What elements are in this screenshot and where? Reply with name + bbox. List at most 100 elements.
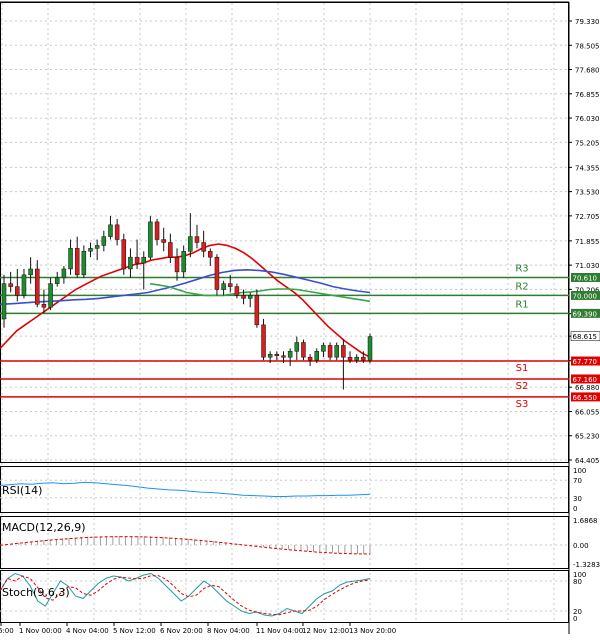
time-tick-label: 12 Nov 12:00 <box>302 627 349 635</box>
candle-body <box>274 354 280 356</box>
current-price-text: 68.615 <box>573 333 598 341</box>
time-tick-label: 1 Nov 00:00 <box>19 627 62 635</box>
price-tick-label: 74.355 <box>575 164 600 172</box>
price-tick-label: 71.855 <box>575 238 600 246</box>
panel-frame-1 <box>0 466 569 513</box>
candle-body <box>114 224 120 240</box>
level-tag-s2 <box>571 374 600 384</box>
stoch-tick-label: 80 <box>573 578 582 586</box>
candle-body <box>28 268 33 276</box>
level-tag-text: 69.390 <box>573 310 598 318</box>
candle-body <box>81 251 87 276</box>
time-tick-label: 13 Nov 20:00 <box>349 627 396 635</box>
level-name-s2: S2 <box>516 381 529 392</box>
support-resistance-levels <box>0 276 569 398</box>
level-name-s1: S1 <box>516 363 529 374</box>
candle-body <box>354 356 359 361</box>
candle-body <box>148 221 153 258</box>
price-tick-label: 77.680 <box>575 67 600 75</box>
candle-body <box>181 251 186 273</box>
time-tick-label: 6 Nov 20:00 <box>160 627 203 635</box>
candle-body <box>281 355 286 358</box>
candle-body <box>94 245 100 249</box>
candle-body <box>267 354 273 358</box>
time-tick-label: 6:00 <box>0 627 14 635</box>
candle-body <box>307 356 313 361</box>
candle-body <box>121 239 127 270</box>
macd-tick-label: 0.00 <box>573 542 589 550</box>
candle-body <box>134 256 140 264</box>
candle-body <box>194 236 200 243</box>
level-tag-text: 70.610 <box>573 274 598 282</box>
price-tick-label: 79.330 <box>575 18 600 26</box>
candle-body <box>314 351 320 361</box>
stoch-tick-label: 100 <box>573 571 586 579</box>
candle-body <box>221 283 226 290</box>
rsi-tick-label: 30 <box>573 495 582 503</box>
stoch-d-line <box>0 575 371 616</box>
ma-blue-line <box>0 268 371 306</box>
gridlines <box>0 3 569 622</box>
candle-body <box>367 336 373 361</box>
candle-body <box>101 236 107 246</box>
candle-body <box>61 268 67 279</box>
candle-body <box>15 286 20 296</box>
candle-body <box>214 256 220 290</box>
stoch-k-line <box>0 572 371 617</box>
level-tag-s3 <box>571 392 600 402</box>
level-labels: 70.610 R3 70.000 R2 69.390 R1 67.770 S1 67.160 S2… <box>515 263 600 410</box>
macd-tick-label: -1.3283 <box>573 561 600 569</box>
price-tick-label: 76.030 <box>575 115 600 123</box>
time-axis: 6:00 1 Nov 00:00 4 Nov 04:00 5 Nov 12:00 6 N… <box>0 622 396 635</box>
candle-body <box>88 248 93 252</box>
candle-body <box>327 345 333 358</box>
candle-body <box>68 248 73 270</box>
level-tag-r2 <box>571 290 600 300</box>
price-tick-label: 73.530 <box>575 189 600 197</box>
macd-tick-label: 1.6868 <box>573 517 598 525</box>
candle-body <box>141 256 146 264</box>
candle-body <box>74 248 80 276</box>
candle-body <box>128 256 133 270</box>
candlesticks <box>1 213 373 390</box>
price-tick-label: 78.505 <box>575 42 600 50</box>
candle-body <box>35 268 40 305</box>
price-tick-label: 66.880 <box>575 384 600 392</box>
candle-body <box>174 256 180 273</box>
stoch-label: Stoch(9,6,3) <box>2 586 70 599</box>
candle-body <box>261 324 266 358</box>
candle-body <box>361 356 366 361</box>
ma-green-line <box>149 282 371 303</box>
candle-body <box>201 242 206 252</box>
rsi-line <box>0 481 371 497</box>
price-tick-label: 76.855 <box>575 91 600 99</box>
current-price-tag <box>570 331 600 341</box>
stoch-tick-label: 20 <box>573 608 582 616</box>
candle-body <box>1 283 7 320</box>
rsi-tick-label: 70 <box>573 477 582 485</box>
level-tag-text: 70.000 <box>573 292 598 300</box>
price-tick-label: 72.705 <box>575 213 600 221</box>
level-name-r2: R2 <box>515 281 528 292</box>
rsi-label: RSI(14) <box>2 484 42 497</box>
time-tick-label: 8 Nov 04:00 <box>207 627 250 635</box>
candle-body <box>54 277 60 284</box>
time-tick-label: 11 Nov 04:00 <box>256 627 303 635</box>
level-name-r1: R1 <box>515 299 528 310</box>
candle-body <box>241 295 246 299</box>
candle-body <box>228 283 233 287</box>
panel-frame-2 <box>0 516 569 569</box>
candle-body <box>334 345 339 358</box>
candle-body <box>347 356 353 361</box>
candle-body <box>8 283 13 287</box>
panel-frame-0 <box>0 2 569 463</box>
level-tag-s1 <box>571 356 600 366</box>
price-tick-label: 71.030 <box>575 262 600 270</box>
level-tag-text: 66.550 <box>573 394 598 402</box>
candle-body <box>188 236 193 252</box>
level-tag-r1 <box>571 308 600 318</box>
price-tick-label: 65.230 <box>575 433 600 441</box>
level-name-r3: R3 <box>515 263 528 274</box>
